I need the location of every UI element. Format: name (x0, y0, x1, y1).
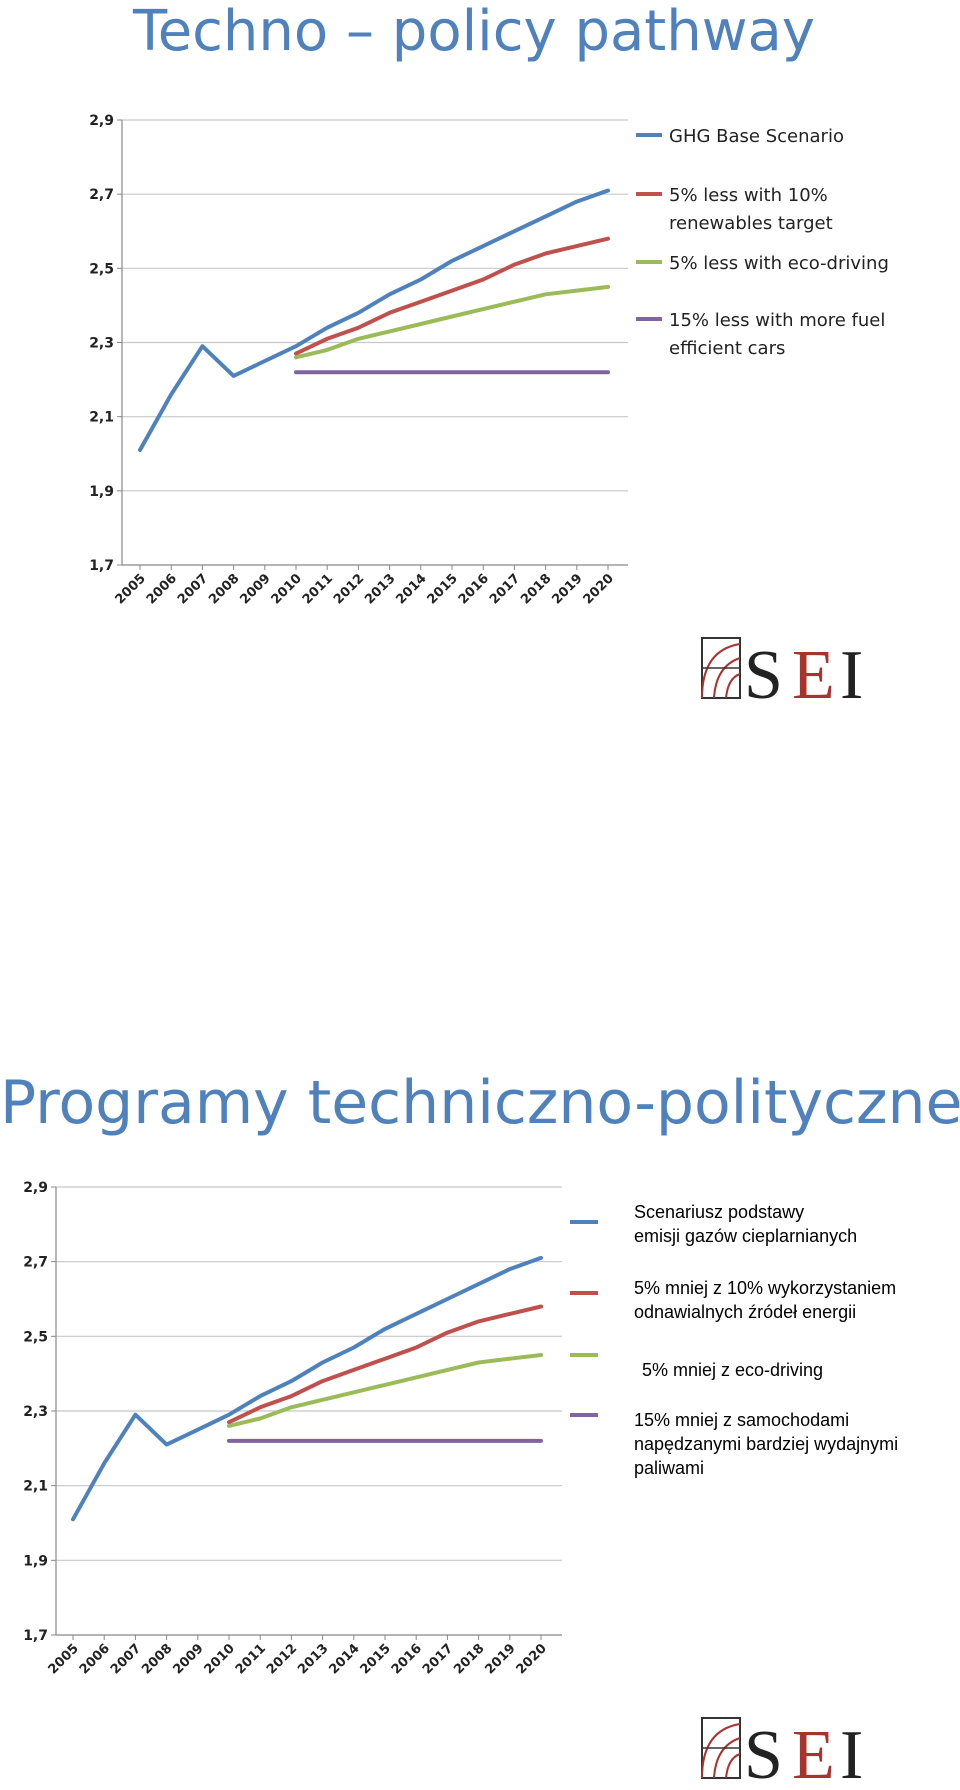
x-tick-label: 2008 (206, 571, 242, 607)
legend-label-1: GHG Base Scenario (669, 126, 844, 147)
x-tick-label: 2005 (46, 1641, 82, 1677)
x-tick-label: 2016 (456, 571, 492, 607)
y-tick-label: 2,1 (23, 1479, 48, 1495)
legend-pl-item-1: Scenariusz podstawy emisji gazów cieplar… (634, 1200, 857, 1248)
legend-pl-item-1-line-2: emisji gazów cieplarnianych (634, 1226, 858, 1246)
series-line-3 (227, 1353, 543, 1428)
legend-label-4: 15% less with more fuel (669, 310, 885, 331)
x-tick-label: 2010 (269, 571, 305, 607)
x-tick-label: 2010 (202, 1641, 238, 1677)
x-tick-label: 2007 (175, 571, 211, 607)
y-tick-label: 1,7 (89, 558, 114, 574)
legend-pl-item-4-line-2: napędzanymi bardziej wydajnymi (634, 1434, 899, 1454)
sei-logo-letter-i: I (840, 637, 863, 710)
x-tick-label: 2015 (425, 571, 461, 607)
x-tick-label: 2006 (144, 571, 180, 607)
sei-logo-letter-s: S (744, 1717, 783, 1790)
legend-pl-item-2-line-2: odnawialnych źródeł energii (634, 1302, 857, 1322)
x-tick-label: 2014 (326, 1641, 362, 1677)
legend-pl-item-2: 5% mniej z 10% wykorzystaniem odnawialny… (634, 1276, 896, 1324)
slide-2-title: Programy techniczno-polityczne (0, 1068, 960, 1138)
y-tick-label: 2,9 (89, 113, 114, 129)
x-tick-label: 2008 (139, 1641, 175, 1677)
y-tick-label: 2,5 (89, 261, 114, 277)
sei-logo: S E I (701, 637, 863, 710)
legend-pl-item-3: 5% mniej z eco-driving (642, 1358, 823, 1382)
x-tick-label: 2017 (420, 1641, 456, 1677)
y-tick-label: 2,3 (23, 1404, 48, 1420)
sei-logo-letter-e: E (792, 637, 835, 710)
legend-pl-item-3-line-1: 5% mniej z eco-driving (642, 1360, 824, 1380)
x-tick-label: 2018 (451, 1641, 487, 1677)
y-tick-label: 2,5 (23, 1329, 48, 1345)
x-tick-label: 2020 (581, 571, 617, 607)
y-tick-label: 2,3 (89, 336, 114, 352)
x-tick-label: 2005 (113, 571, 149, 607)
legend-label-2: renewables target (669, 213, 833, 234)
x-tick-label: 2016 (389, 1641, 425, 1677)
sei-logo-spiral (701, 1723, 741, 1779)
legend-pl-item-4-line-1: 15% mniej z samochodami (634, 1410, 850, 1430)
x-tick-label: 2017 (487, 571, 523, 607)
y-tick-label: 1,7 (23, 1628, 48, 1644)
legend-pl-item-4: 15% mniej z samochodami napędzanymi bard… (634, 1408, 898, 1480)
x-tick-label: 2007 (108, 1641, 144, 1677)
x-tick-label: 2018 (518, 571, 554, 607)
chart-2: 1,7 1,9 2,1 2,3 2,5 2,7 2,9 2005200620072008200… (23, 1180, 598, 1677)
y-tick-label: 1,9 (89, 484, 114, 500)
x-tick-label: 2011 (233, 1641, 269, 1677)
legend-pl-item-4-line-3: paliwami (634, 1458, 705, 1478)
x-tick-label: 2009 (237, 571, 273, 607)
sei-logo-letter-s: S (744, 637, 783, 710)
series-line-1 (138, 188, 610, 452)
series-line-1 (71, 1255, 543, 1522)
slide-1-title: Techno – policy pathway (133, 0, 816, 64)
sei-logo-letter-e: E (792, 1717, 835, 1790)
x-tick-label: 2020 (514, 1641, 550, 1677)
sei-logo-letter-i: I (840, 1717, 863, 1790)
sei-logo-spiral (701, 643, 741, 699)
x-tick-label: 2011 (300, 571, 336, 607)
legend-pl-item-1-line-1: Scenariusz podstawy (634, 1202, 805, 1222)
x-tick-label: 2014 (393, 571, 429, 607)
x-tick-label: 2013 (295, 1641, 331, 1677)
legend-label-3: 5% less with eco-driving (669, 253, 889, 274)
x-tick-label: 2012 (264, 1641, 300, 1677)
legend-pl-item-2-line-1: 5% mniej z 10% wykorzystaniem (634, 1278, 897, 1298)
y-tick-label: 2,1 (89, 410, 114, 426)
series-line-2 (294, 236, 610, 356)
x-tick-label: 2015 (358, 1641, 394, 1677)
chart-1: 1,7 1,9 2,1 2,3 2,5 2,7 2,9 2005200620072008200… (89, 113, 889, 607)
y-tick-label: 2,7 (23, 1255, 48, 1271)
y-tick-label: 1,9 (23, 1553, 48, 1569)
x-tick-label: 2013 (362, 571, 398, 607)
x-tick-label: 2019 (549, 571, 585, 607)
series-line-2 (227, 1304, 543, 1425)
x-tick-label: 2009 (170, 1641, 206, 1677)
series-line-3 (294, 284, 610, 360)
x-tick-label: 2006 (77, 1641, 113, 1677)
legend-label-4: efficient cars (669, 338, 785, 359)
x-tick-label: 2012 (331, 571, 367, 607)
x-tick-label: 2019 (482, 1641, 518, 1677)
y-tick-label: 2,7 (89, 187, 114, 203)
legend-label-2: 5% less with 10% (669, 185, 828, 206)
y-tick-label: 2,9 (23, 1180, 48, 1196)
sei-logo: S E I (701, 1717, 863, 1790)
